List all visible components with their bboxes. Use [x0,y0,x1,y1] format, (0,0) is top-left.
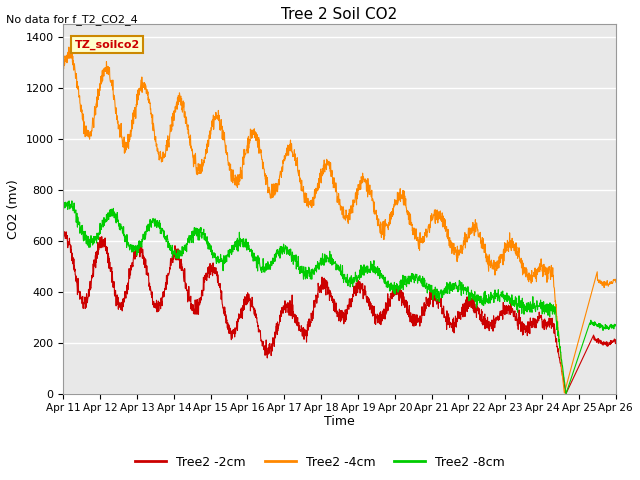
Tree2 -2cm [495,317,502,323]
Tree2 -2cm [61,229,68,235]
Text: TZ_soilco2: TZ_soilco2 [74,39,140,49]
Title: Tree 2 Soil CO2: Tree 2 Soil CO2 [282,7,397,22]
Tree2 -8cm [314,259,321,264]
Tree2 -4cm [596,277,604,283]
Tree2 -8cm [596,324,604,329]
Tree2 -4cm [495,259,502,265]
Tree2 -8cm [328,262,336,268]
Tree2 -2cm [562,391,570,396]
Tree2 -2cm [596,340,604,346]
Tree2 -4cm [88,129,95,134]
Tree2 -2cm [88,273,95,278]
Y-axis label: CO2 (mv): CO2 (mv) [7,179,20,239]
Tree2 -4cm [65,44,73,50]
X-axis label: Time: Time [324,415,355,428]
Tree2 -8cm [60,205,67,211]
Tree2 -2cm [328,293,336,299]
Tree2 -8cm [88,236,95,242]
Tree2 -4cm [328,174,336,180]
Line: Tree2 -4cm: Tree2 -4cm [63,47,616,393]
Tree2 -2cm [60,236,67,241]
Tree2 -4cm [60,65,67,71]
Tree2 -8cm [495,294,502,300]
Tree2 -4cm [314,180,321,186]
Line: Tree2 -2cm: Tree2 -2cm [63,232,616,394]
Tree2 -8cm [68,198,76,204]
Tree2 -4cm [612,279,620,285]
Tree2 -4cm [596,281,604,287]
Tree2 -8cm [562,391,570,396]
Tree2 -2cm [314,291,321,297]
Tree2 -2cm [596,339,604,345]
Tree2 -4cm [561,390,568,396]
Line: Tree2 -8cm: Tree2 -8cm [63,201,616,394]
Tree2 -8cm [612,322,620,328]
Tree2 -2cm [612,337,620,343]
Tree2 -8cm [596,321,604,326]
Legend: Tree2 -2cm, Tree2 -4cm, Tree2 -8cm: Tree2 -2cm, Tree2 -4cm, Tree2 -8cm [130,451,510,474]
Text: No data for f_T2_CO2_4: No data for f_T2_CO2_4 [6,14,138,25]
